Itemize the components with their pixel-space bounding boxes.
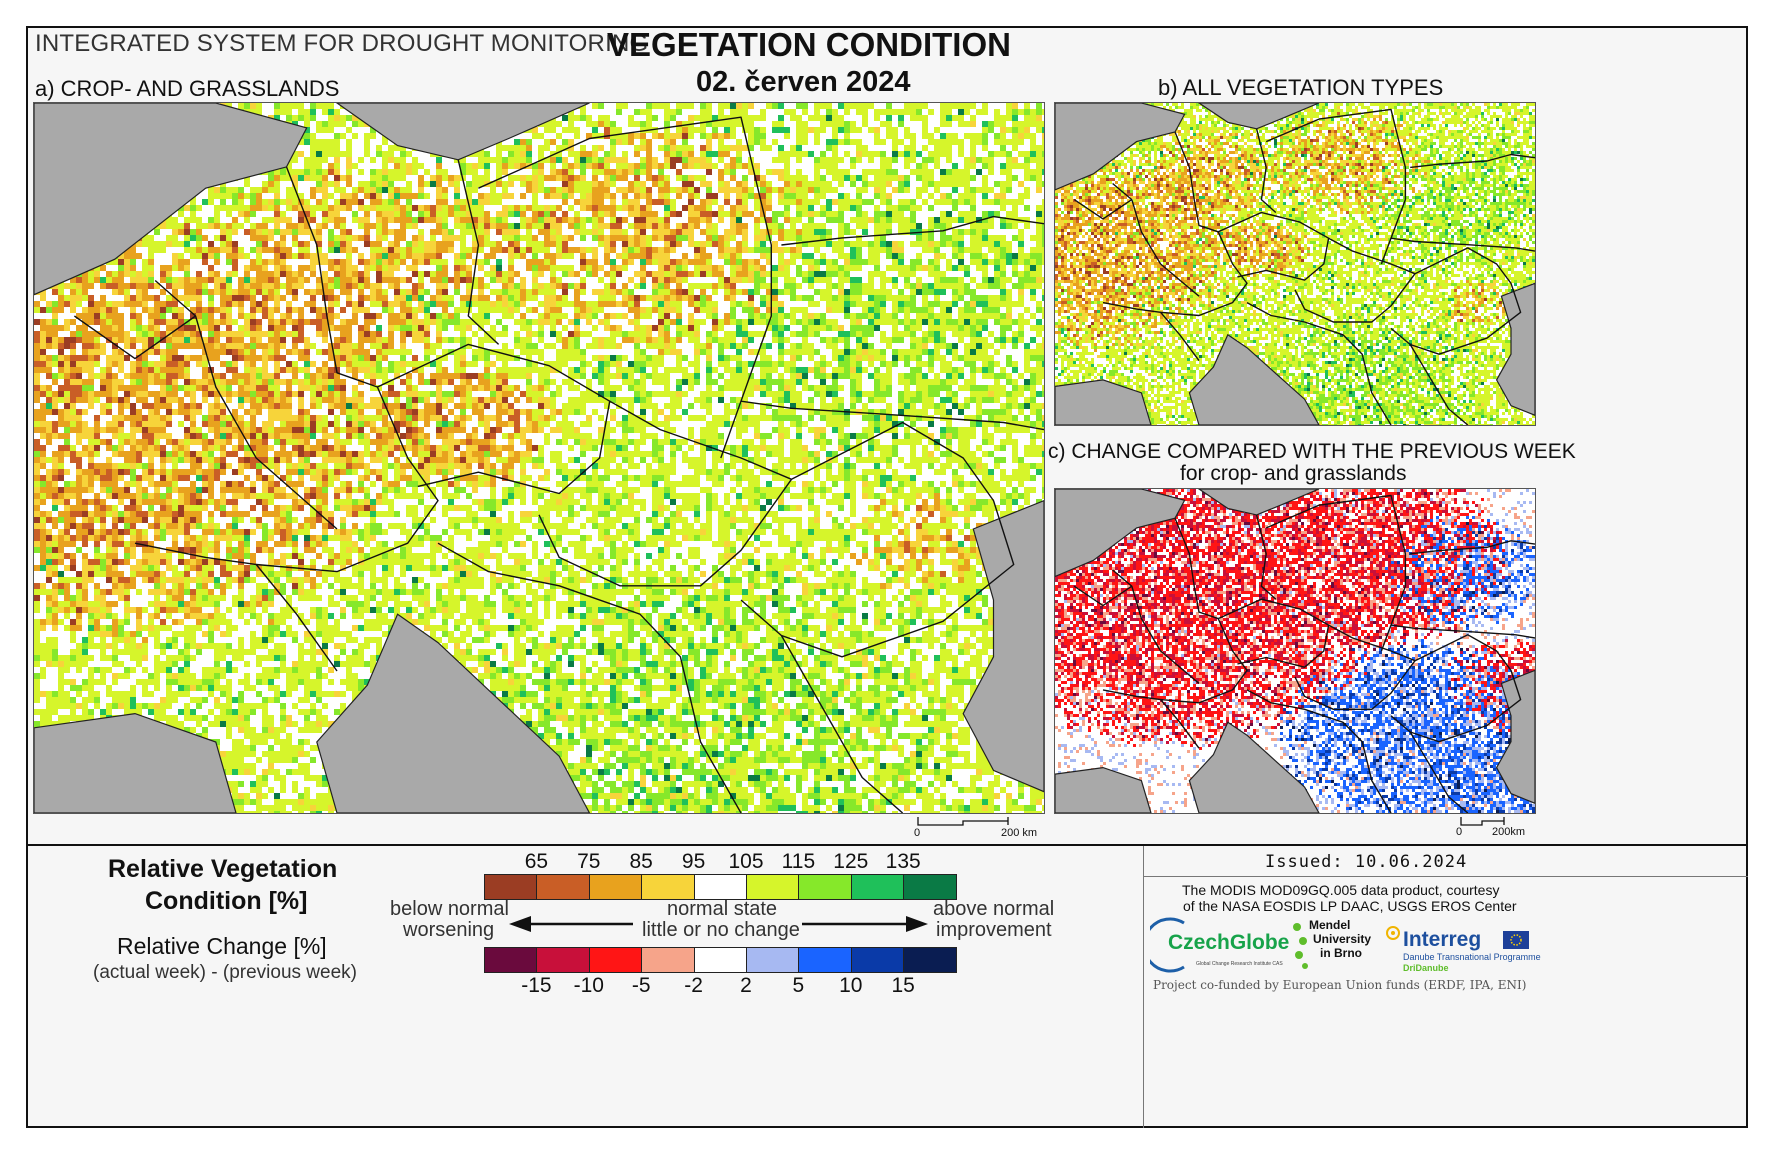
rvc-tick-label: 75 — [559, 850, 619, 874]
funding-line: Project co-funded by European Union fund… — [1153, 978, 1526, 992]
rvc-swatch — [536, 874, 590, 900]
rc-swatch — [850, 947, 905, 973]
rvc-swatch — [641, 874, 695, 900]
eu-flag-icon — [1503, 931, 1529, 949]
rvc-swatch — [484, 874, 538, 900]
panel-c-title: c) CHANGE COMPARED WITH THE PREVIOUS WEE… — [1048, 440, 1576, 464]
panel-a-title: a) CROP- AND GRASSLANDS — [35, 76, 339, 102]
mendel-logo-icon — [1293, 923, 1308, 969]
dridanube-label: DriDanube — [1403, 963, 1449, 973]
interreg-subtitle: Danube Transnational Programme — [1403, 952, 1541, 962]
rc-tick-label: 10 — [821, 974, 881, 998]
mendel-line-1: Mendel — [1309, 918, 1350, 932]
mendel-line-3: in Brno — [1320, 946, 1362, 960]
rvc-tick-label: 65 — [506, 850, 566, 874]
credit-line-2: of the NASA EOSDIS LP DAAC, USGS EROS Ce… — [1183, 898, 1517, 914]
map-crop-grasslands — [33, 102, 1045, 814]
rc-swatch — [746, 947, 800, 973]
rvc-title-line2: Condition [%] — [145, 887, 307, 916]
map-date: 02. červen 2024 — [696, 66, 910, 99]
left-label-1: below normal — [390, 898, 509, 921]
map-all-vegetation — [1054, 102, 1536, 426]
scale-a-end: 200 km — [1001, 827, 1037, 839]
issued-separator — [1144, 876, 1748, 877]
left-label-2: worsening — [403, 919, 494, 942]
czechglobe-logo: CzechGlobe — [1168, 931, 1289, 955]
system-title: INTEGRATED SYSTEM FOR DROUGHT MONITORING — [35, 30, 648, 58]
rvc-tick-label: 105 — [716, 850, 776, 874]
panel-c-subtitle: for crop- and grasslands — [1180, 462, 1406, 486]
czechglobe-logo-icon — [1150, 917, 1185, 973]
rvc-swatch — [588, 874, 643, 900]
rvc-swatch — [850, 874, 905, 900]
panel-b-title: b) ALL VEGETATION TYPES — [1158, 75, 1443, 101]
rc-tick-label: -2 — [664, 974, 724, 998]
scale-bar-c — [1460, 817, 1505, 826]
issued-date: Issued: 10.06.2024 — [1265, 852, 1467, 872]
scale-c-zero: 0 — [1456, 826, 1462, 838]
legend-top-separator — [26, 844, 1748, 846]
czechglobe-subtitle: Global Change Research Institute CAS — [1196, 961, 1283, 967]
right-arrow-icon — [802, 916, 928, 932]
mendel-line-2: University — [1313, 932, 1371, 946]
rc-tick-label: 15 — [873, 974, 933, 998]
left-arrow-icon — [509, 916, 633, 932]
rvc-tick-label: 85 — [611, 850, 671, 874]
rc-swatch — [588, 947, 643, 973]
credits-separator — [1143, 846, 1144, 1128]
rc-tick-label: 2 — [716, 974, 776, 998]
main-title: VEGETATION CONDITION — [607, 26, 1011, 64]
rvc-tick-label: 135 — [873, 850, 933, 874]
rc-tick-label: -15 — [506, 974, 566, 998]
rvc-swatch — [746, 874, 800, 900]
rc-swatch — [693, 947, 747, 973]
rvc-tick-label: 125 — [821, 850, 881, 874]
center-label-1: normal state — [667, 898, 777, 921]
rc-swatch — [536, 947, 590, 973]
right-label-2: improvement — [936, 919, 1052, 942]
rc-swatch — [798, 947, 852, 973]
rc-title: Relative Change [%] — [117, 933, 327, 960]
interreg-star-icon — [1386, 926, 1400, 940]
rvc-swatch — [693, 874, 747, 900]
right-label-1: above normal — [933, 898, 1054, 921]
credit-line-1: The MODIS MOD09GQ.005 data product, cour… — [1182, 882, 1499, 898]
interreg-logo: Interreg — [1403, 928, 1481, 952]
center-label-2: little or no change — [642, 919, 800, 942]
rc-swatch — [641, 947, 695, 973]
rc-tick-label: -5 — [611, 974, 671, 998]
map-weekly-change — [1054, 488, 1536, 814]
rvc-swatch — [798, 874, 852, 900]
scale-c-end: 200km — [1492, 826, 1525, 838]
rc-tick-label: 5 — [768, 974, 828, 998]
scale-a-zero: 0 — [914, 827, 920, 839]
rvc-swatch — [903, 874, 957, 900]
rc-swatch — [484, 947, 538, 973]
rvc-tick-label: 115 — [768, 850, 828, 874]
rc-subtitle: (actual week) - (previous week) — [93, 962, 357, 984]
rc-swatch — [903, 947, 957, 973]
rc-tick-label: -10 — [559, 974, 619, 998]
scale-bar-a — [917, 817, 1009, 826]
rvc-tick-label: 95 — [664, 850, 724, 874]
rvc-title-line1: Relative Vegetation — [108, 855, 337, 884]
